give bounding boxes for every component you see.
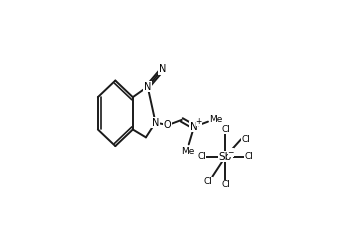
Text: Me: Me xyxy=(209,115,223,124)
Text: Cl: Cl xyxy=(221,125,230,134)
Text: Cl: Cl xyxy=(221,180,230,189)
Text: N: N xyxy=(152,118,159,128)
Text: N: N xyxy=(144,82,151,92)
Text: −: − xyxy=(227,148,234,157)
Text: O: O xyxy=(164,120,172,130)
Text: Sb: Sb xyxy=(219,152,232,162)
Text: N: N xyxy=(190,122,198,132)
Text: N: N xyxy=(159,64,166,74)
Text: Me: Me xyxy=(181,148,194,156)
Text: Cl: Cl xyxy=(197,152,206,161)
Text: +: + xyxy=(196,118,202,126)
Text: Cl: Cl xyxy=(241,135,250,144)
Text: Cl: Cl xyxy=(245,152,254,161)
Text: Cl: Cl xyxy=(204,177,212,186)
